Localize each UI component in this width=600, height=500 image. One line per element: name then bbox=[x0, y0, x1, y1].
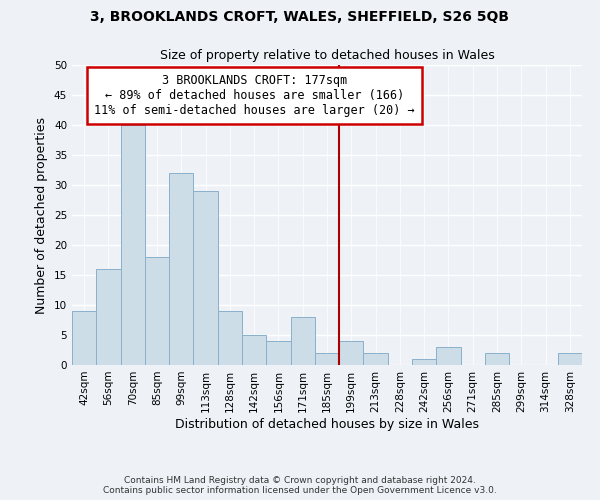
Bar bbox=[558, 353, 582, 365]
Bar bbox=[242, 335, 266, 365]
Bar bbox=[145, 257, 169, 365]
Bar bbox=[412, 359, 436, 365]
Bar bbox=[315, 353, 339, 365]
Bar bbox=[72, 311, 96, 365]
Bar bbox=[364, 353, 388, 365]
Text: Contains HM Land Registry data © Crown copyright and database right 2024.
Contai: Contains HM Land Registry data © Crown c… bbox=[103, 476, 497, 495]
Text: 3 BROOKLANDS CROFT: 177sqm
← 89% of detached houses are smaller (166)
11% of sem: 3 BROOKLANDS CROFT: 177sqm ← 89% of deta… bbox=[94, 74, 415, 117]
Bar bbox=[485, 353, 509, 365]
Bar bbox=[266, 341, 290, 365]
Bar bbox=[218, 311, 242, 365]
Bar bbox=[436, 347, 461, 365]
Bar bbox=[169, 173, 193, 365]
Bar bbox=[339, 341, 364, 365]
Bar bbox=[96, 269, 121, 365]
Title: Size of property relative to detached houses in Wales: Size of property relative to detached ho… bbox=[160, 50, 494, 62]
X-axis label: Distribution of detached houses by size in Wales: Distribution of detached houses by size … bbox=[175, 418, 479, 430]
Y-axis label: Number of detached properties: Number of detached properties bbox=[35, 116, 49, 314]
Bar bbox=[121, 125, 145, 365]
Bar bbox=[290, 317, 315, 365]
Bar bbox=[193, 191, 218, 365]
Text: 3, BROOKLANDS CROFT, WALES, SHEFFIELD, S26 5QB: 3, BROOKLANDS CROFT, WALES, SHEFFIELD, S… bbox=[91, 10, 509, 24]
